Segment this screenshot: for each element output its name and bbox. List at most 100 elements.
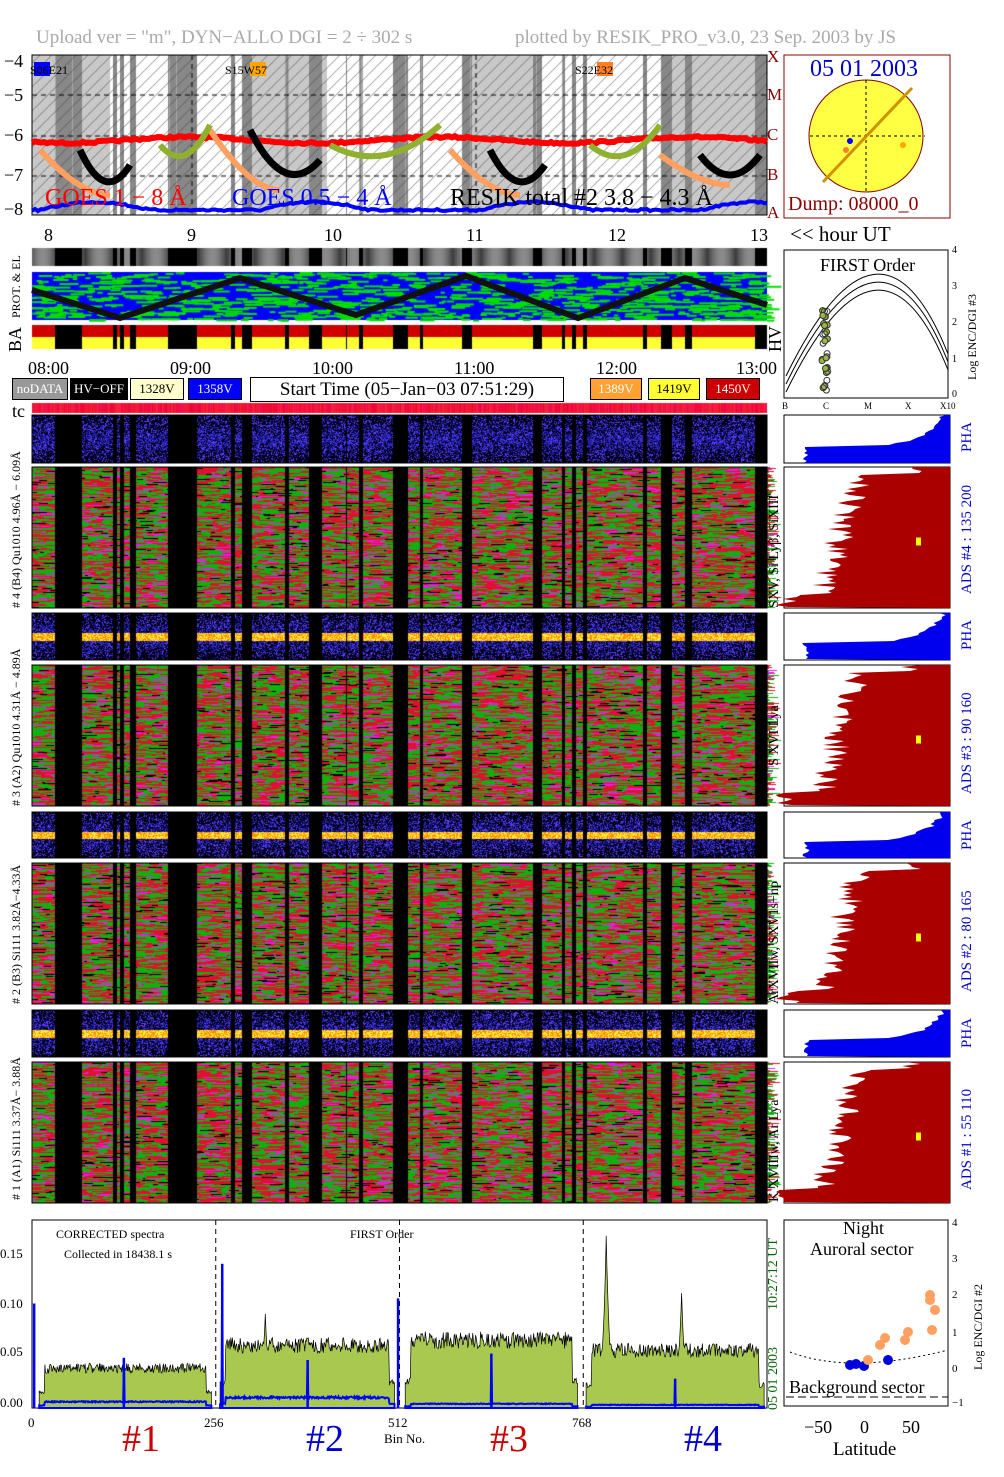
pha-histogram — [802, 812, 950, 858]
channel-3-label: # 3 (A2) Qu1010 4.31Å − 4.89Å — [9, 648, 23, 806]
spectrum-xtick: 768 — [572, 1415, 592, 1430]
latitude-point-orange — [930, 1305, 940, 1315]
ads-spectrogram-4 — [31, 466, 768, 609]
resik-total-curve — [486, 148, 548, 186]
lat-title-2: Auroral sector — [810, 1239, 914, 1259]
first-order-frame — [783, 249, 949, 399]
first-order-point — [821, 330, 829, 338]
resik-green-curve — [157, 123, 213, 160]
channel-1-label: # 1 (A1) Si111 3.37Å− 3.88Å — [9, 1057, 23, 1200]
lat-xtick: 50 — [902, 1417, 920, 1437]
region-dot — [847, 138, 853, 144]
goes-flare-curve — [658, 152, 731, 188]
legend-goes-05-4: GOES 0.5 − 4 Å — [232, 185, 392, 211]
legend-1450v: 1450V — [706, 378, 760, 400]
ads-4-label: ADS #4 : 135 200 — [959, 484, 975, 594]
goes-ytick: −8 — [4, 199, 24, 219]
legend-1419v: 1419V — [648, 378, 700, 400]
pha-tag: PHA — [959, 619, 975, 650]
legend-1358v: 1358V — [188, 378, 242, 400]
ads-marker — [916, 537, 921, 546]
lat-ytick: 4 — [952, 1217, 958, 1229]
pha-tag: PHA — [959, 819, 975, 850]
spectrum-ytick: 0.15 — [0, 1246, 23, 1261]
fo-xtick: C — [823, 401, 830, 411]
resik-total-curve — [246, 128, 323, 179]
spectrum-xtick: 0 — [28, 1415, 35, 1430]
first-order-point — [823, 307, 831, 315]
ads-marker — [916, 933, 921, 942]
hour-tick: 13 — [750, 225, 768, 245]
resik-total-curve — [76, 148, 133, 186]
first-order-point — [823, 376, 831, 384]
pha-histogram — [802, 613, 950, 660]
ads-3-label: ADS #3 : 90 160 — [959, 692, 975, 794]
channel-tag-1: #1 — [122, 1418, 160, 1460]
first-order-point — [820, 383, 828, 391]
legend-1389v: 1389V — [590, 378, 642, 400]
ads-histogram — [776, 1062, 950, 1203]
channel-tag-2: #2 — [306, 1418, 344, 1460]
channel-2-lines: ArXVIIw, SXV1s−np — [767, 881, 782, 1004]
spectrum-ytick: 0.00 — [0, 1395, 23, 1410]
fo-ytick: 0 — [952, 389, 957, 400]
time-tick: 13:00 — [736, 358, 778, 378]
time-tick: 12:00 — [596, 358, 638, 378]
spectrum-xtick: 256 — [204, 1415, 224, 1430]
pha-tag: PHA — [959, 1017, 975, 1048]
lat-ytick: −1 — [952, 1397, 964, 1409]
ads-marker — [916, 1132, 921, 1141]
orbit-track — [31, 272, 768, 322]
active-region-marker — [34, 62, 50, 76]
latitude-point-orange — [900, 1335, 910, 1345]
lat-xtick: −50 — [804, 1417, 833, 1437]
lat-title-1: Night — [843, 1218, 885, 1238]
spectrum-xlabel: Bin No. — [384, 1431, 426, 1446]
channel-tag-4: #4 — [684, 1418, 722, 1460]
region-label: S15W57 — [225, 63, 267, 77]
lat-xlabel: Latitude — [833, 1439, 897, 1460]
region-dot — [843, 147, 849, 153]
spectrum-area — [585, 1235, 765, 1409]
ads-spectrogram-3 — [31, 664, 768, 807]
lat-ytick: 0 — [952, 1363, 958, 1375]
first-order-point — [821, 364, 829, 372]
ads-histogram — [775, 665, 950, 806]
class-letter: B — [767, 165, 779, 184]
fo-ytick: 2 — [952, 317, 957, 328]
ads-spectrogram-2 — [31, 862, 768, 1005]
pha-tag: PHA — [959, 421, 975, 452]
time-tick: 10:00 — [312, 358, 354, 378]
first-order-point — [821, 337, 829, 345]
first-order-point — [821, 321, 829, 329]
ads-histogram — [775, 467, 950, 608]
class-letter: A — [767, 203, 780, 222]
ads-marker — [916, 735, 921, 744]
latitude-point-orange — [875, 1340, 885, 1350]
goes-ytick: −4 — [4, 51, 24, 71]
pha-spectrogram-1 — [31, 1009, 768, 1058]
first-order-curve — [785, 281, 949, 385]
legend-1328v: 1328V — [130, 378, 184, 400]
class-letter: X — [767, 47, 780, 66]
channel-1-lines: K XVIIIw, Ar Lya — [767, 1099, 782, 1202]
goes-05-4-curve — [31, 199, 768, 214]
spectrum-blue-trace — [38, 1357, 213, 1409]
latitude-point-orange — [927, 1325, 937, 1335]
sun-dump: Dump: 08000_0 — [788, 193, 919, 215]
hour-tick: 11 — [466, 225, 484, 245]
legend-resik-total: RESIK total #2 3.8 − 4.3 Å — [450, 185, 713, 211]
fo-ytick: 1 — [952, 354, 957, 365]
latitude-point-orange — [903, 1327, 913, 1337]
latitude-point-blue — [851, 1359, 861, 1369]
resik-green-curve — [588, 123, 663, 160]
first-order-point — [822, 354, 830, 362]
prot-label: PROT. & EL — [9, 255, 23, 318]
latitude-point-orange — [863, 1355, 873, 1365]
legend-nodata: noDATA — [12, 378, 68, 400]
fo-xtick: X10 — [940, 401, 956, 411]
spectrum-xtick: 512 — [388, 1415, 408, 1430]
goes-plot-frame — [31, 54, 768, 216]
goes-flare-curve — [447, 148, 521, 198]
